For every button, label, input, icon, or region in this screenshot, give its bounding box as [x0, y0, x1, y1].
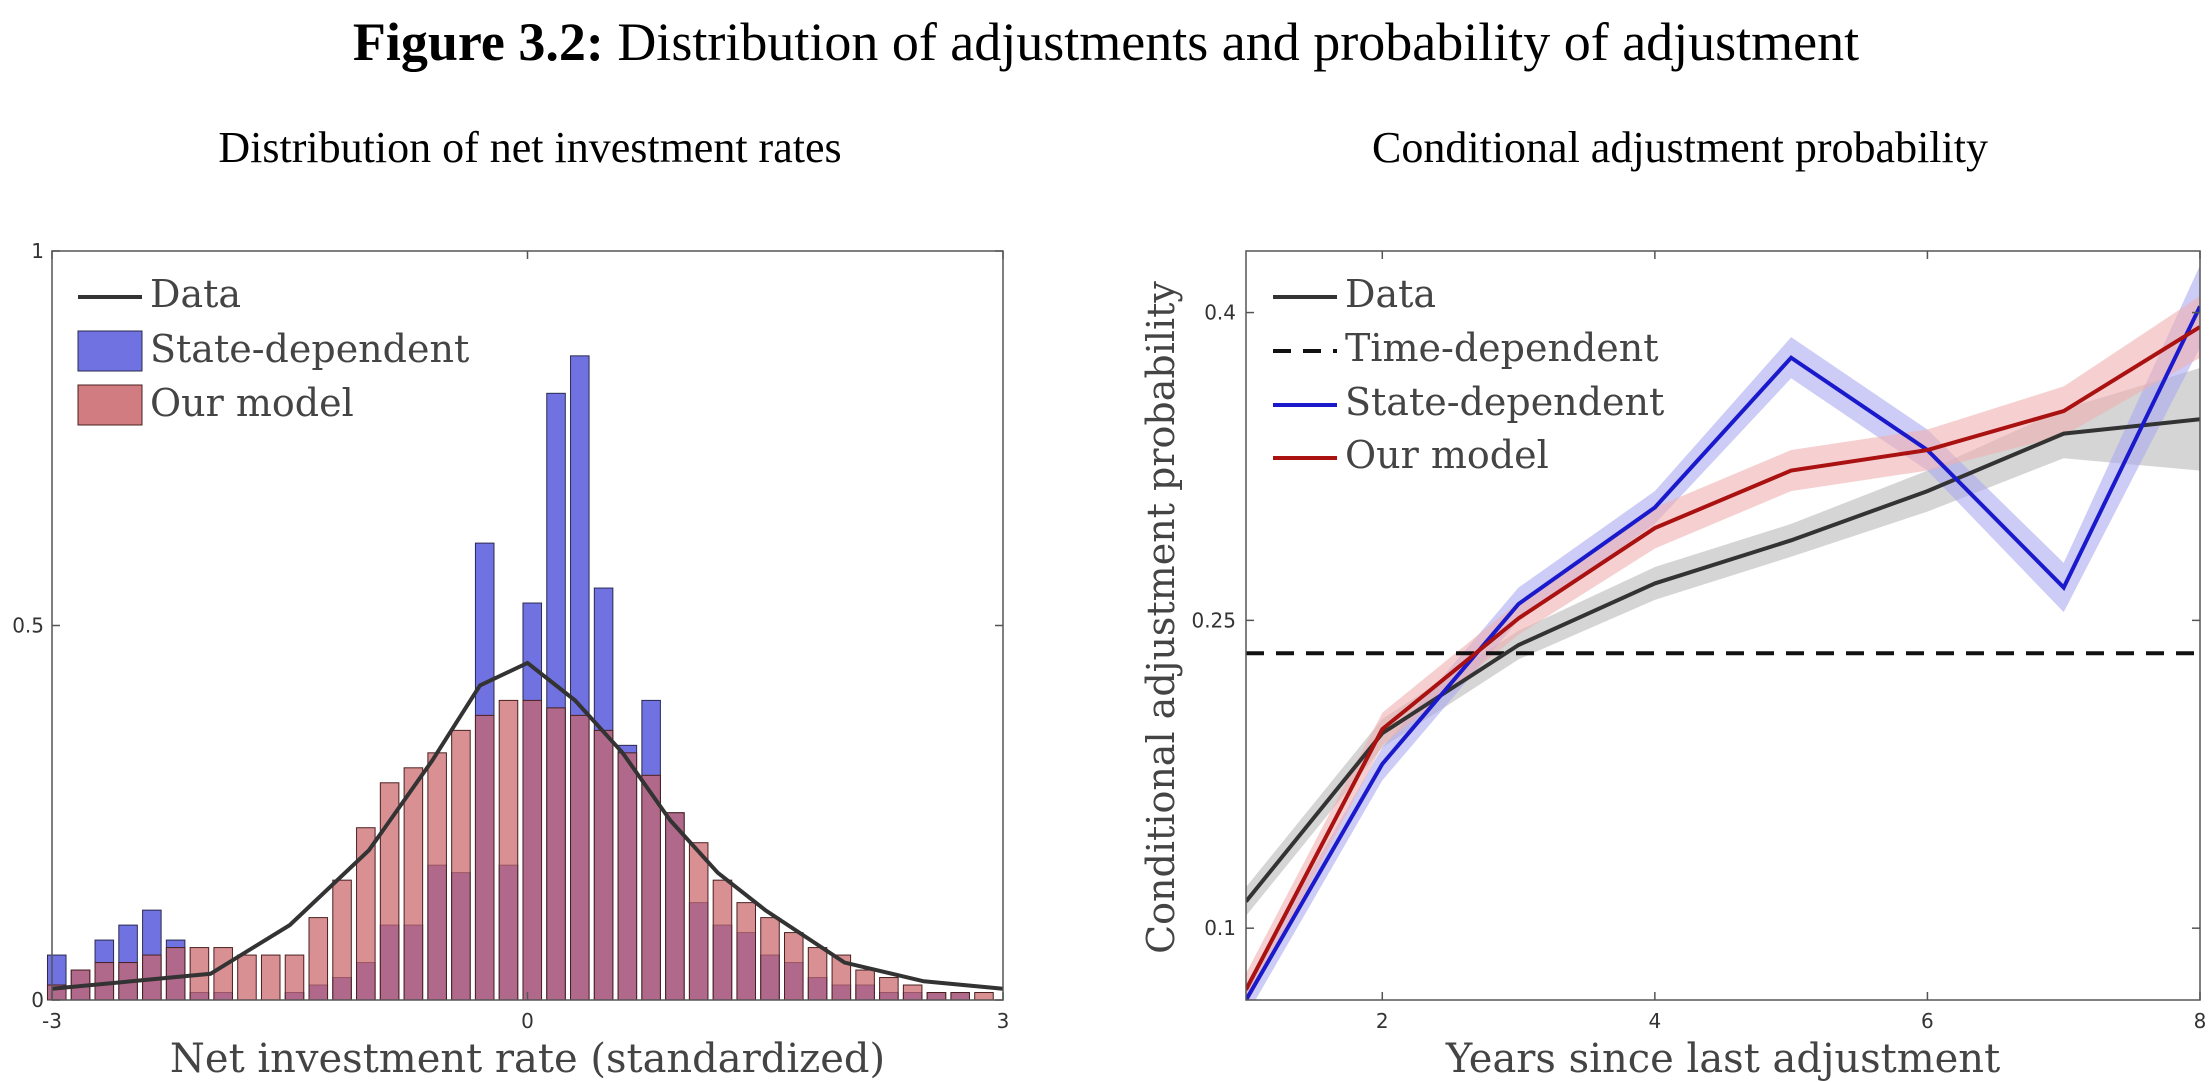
our-model-bar	[546, 707, 566, 1001]
x-tick-label: 0	[521, 1009, 534, 1033]
legend-our-model-swatch	[77, 384, 143, 426]
legend-state-dependent-label: State-dependent	[1345, 380, 1664, 424]
legend-state-dependent-swatch	[77, 330, 143, 372]
legend-data-label: Data	[1345, 272, 1436, 316]
x-tick-label: 6	[1921, 1009, 1934, 1033]
x-tick-label: 3	[997, 1009, 1010, 1033]
our-model-bar	[451, 729, 471, 1001]
state-dependent-line	[1246, 305, 2200, 1000]
our-model-bar	[784, 932, 804, 1001]
data-line	[51, 660, 1004, 991]
our-model-bar	[213, 947, 233, 1001]
our-model-bar	[926, 992, 947, 1001]
figure-title: Figure 3.2: Distribution of adjustments …	[0, 10, 2212, 74]
legend-time-dependent-label: Time-dependent	[1345, 326, 1659, 370]
our-model-bar	[474, 714, 495, 1001]
our-model-bar	[522, 699, 543, 1001]
our-model-bar	[260, 954, 281, 1001]
our-model-bar	[974, 992, 994, 1001]
our-model-bar	[498, 699, 519, 1001]
our-model-bar	[712, 879, 733, 1001]
adjustment-probability-chart: 2 4 6 8 0.1 0.25 0.4 Years since last adjustmen…	[1139, 250, 2207, 1082]
x-tick-label: 4	[1648, 1009, 1661, 1033]
figure-title-label: Figure 3.2:	[352, 12, 604, 72]
x-tick-label: -3	[42, 1009, 62, 1033]
our-model-confidence-band	[1246, 296, 2200, 1000]
our-model-bar	[165, 947, 186, 1001]
data-confidence-band	[1246, 367, 2200, 916]
state-dependent-confidence-band	[1246, 265, 2200, 1000]
legend-our-model-label: Our model	[1345, 433, 1549, 477]
our-model-line	[1246, 325, 2200, 991]
our-model-bar	[427, 752, 447, 1001]
y-tick-label: 0.4	[1204, 301, 1236, 325]
y-tick-label: 0.1	[1204, 916, 1236, 940]
x-axis-label: Net investment rate (standardized)	[170, 1036, 885, 1082]
our-model-bar	[617, 752, 638, 1001]
our-model-bar	[379, 782, 400, 1001]
our-model-bar	[641, 774, 661, 1001]
legend-state-dependent-label: State-dependent	[150, 327, 469, 371]
x-axis-label: Years since last adjustment	[1445, 1036, 2000, 1082]
our-model-bar	[855, 969, 875, 1001]
legend-data-label: Data	[150, 272, 241, 316]
figure-title-text: Distribution of adjustments and probabil…	[603, 12, 1860, 72]
plot-frame	[1245, 250, 2201, 1001]
y-tick-label: 1	[31, 239, 44, 263]
plot-area	[1246, 265, 2200, 1000]
our-model-bar	[736, 902, 757, 1001]
our-model-bar	[308, 917, 329, 1001]
y-tick-label: 0.25	[1191, 608, 1236, 632]
our-model-bar	[688, 842, 709, 1001]
our-model-bar	[593, 729, 614, 1001]
our-model-bar	[403, 767, 424, 1001]
y-tick-label: 0	[31, 988, 44, 1012]
data-line	[1246, 417, 2200, 903]
our-model-bar	[665, 812, 685, 1001]
our-model-bar	[284, 954, 305, 1001]
legend-our-model-label: Our model	[150, 381, 354, 425]
our-model-bar	[902, 984, 923, 1001]
x-tick-label: 2	[1376, 1009, 1389, 1033]
our-model-bar	[570, 714, 590, 1001]
our-model-bar	[332, 879, 352, 1001]
y-tick-label: 0.5	[12, 614, 44, 638]
our-model-bar	[950, 992, 970, 1001]
y-axis-label: Conditional adjustment probability	[1139, 281, 1183, 954]
our-model-bar	[237, 954, 257, 1001]
our-model-bar	[760, 917, 780, 1001]
our-model-bar	[807, 947, 828, 1001]
our-model-bar	[879, 977, 899, 1001]
right-chart-title: Conditional adjustment probability	[1372, 123, 1988, 172]
x-tick-label: 8	[2194, 1009, 2207, 1033]
left-chart-title: Distribution of net investment rates	[218, 123, 842, 172]
